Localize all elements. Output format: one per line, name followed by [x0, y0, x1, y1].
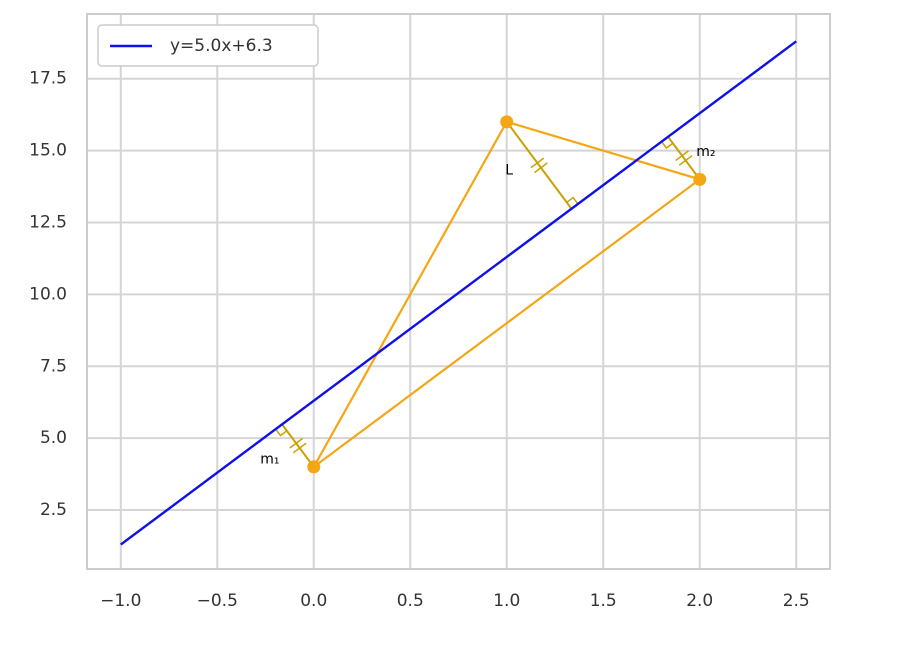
y-tick-label: 2.5 [40, 500, 67, 520]
axes-frame [86, 13, 831, 570]
tick-mark [534, 162, 548, 174]
x-tick-label: 2.5 [783, 591, 810, 611]
y-tick-label: 15.0 [29, 141, 67, 161]
line [120, 40, 797, 546]
y-tick-label: 10.0 [29, 284, 67, 304]
plot-area [120, 40, 797, 546]
annotation: m₂ [696, 144, 715, 160]
y-tick-label: 7.5 [40, 356, 67, 376]
x-tick-label: 1.5 [590, 591, 617, 611]
right-angle [275, 428, 288, 437]
tick-mark [289, 437, 303, 449]
right-angle [661, 141, 674, 150]
tick-mark [530, 157, 545, 169]
y-tick-label: 5.0 [40, 428, 67, 448]
tick-mark [292, 442, 307, 454]
x-tick-label: −0.5 [197, 591, 238, 611]
right-angle [566, 196, 579, 205]
y-tick-label: 12.5 [29, 212, 67, 232]
x-tick-label: 2.0 [686, 591, 713, 611]
grid [87, 14, 830, 569]
point [693, 172, 707, 186]
annotation: L [505, 162, 513, 178]
triangle [312, 120, 703, 468]
point [500, 115, 514, 129]
y-tick-label: 17.5 [29, 69, 67, 89]
perpendicular [505, 121, 573, 210]
perpendicular [667, 136, 701, 180]
point [307, 460, 321, 474]
legend: y=5.0x+6.3 [97, 24, 319, 67]
tick-mark [678, 155, 693, 166]
annotation: m₁ [260, 452, 279, 468]
legend-label: y=5.0x+6.3 [170, 36, 273, 56]
x-tick-label: 0.0 [300, 591, 327, 611]
x-tick-label: −1.0 [100, 591, 141, 611]
x-tick-label: 1.0 [493, 591, 520, 611]
perpendicular [281, 423, 315, 468]
x-tick-label: 0.5 [397, 591, 424, 611]
tick-mark [675, 150, 689, 162]
legend-box [97, 24, 319, 67]
